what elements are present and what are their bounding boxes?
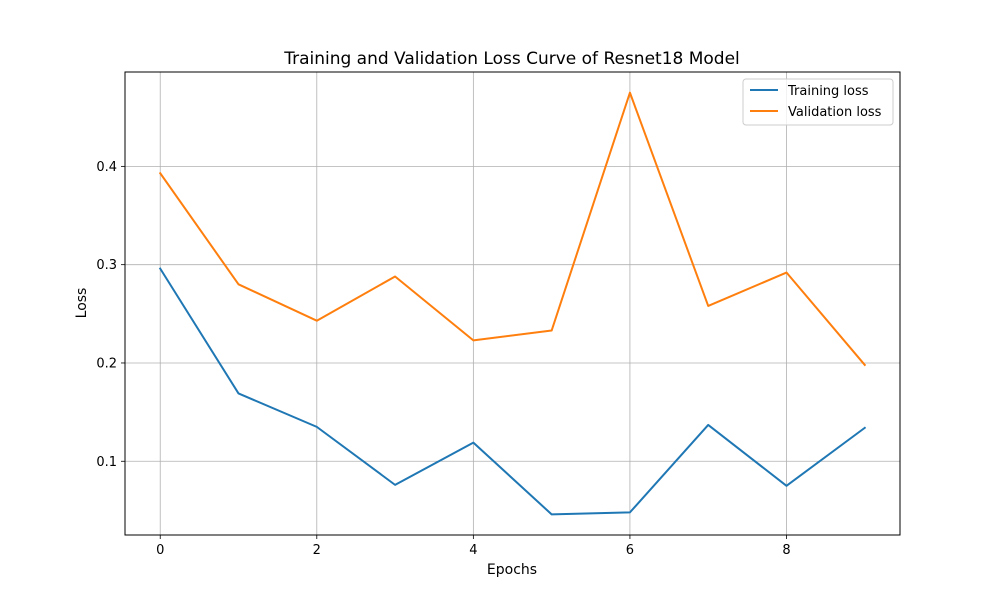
- y-tick-label: 0.4: [96, 160, 117, 175]
- series-line-validation-loss: [158, 91, 867, 367]
- x-tick-label: 8: [782, 543, 790, 558]
- series-lines: [158, 91, 867, 516]
- chart-title: Training and Validation Loss Curve of Re…: [283, 49, 740, 69]
- x-tick-label: 4: [469, 543, 477, 558]
- legend-label-training: Training loss: [787, 84, 869, 99]
- axis-ticks: 0 2 4 6 8 0.1 0.2 0.3 0.4: [96, 160, 790, 558]
- x-tick-label: 6: [626, 543, 634, 558]
- y-axis-label: Loss: [74, 288, 90, 319]
- x-tick-label: 0: [156, 543, 164, 558]
- grid-lines: [125, 72, 900, 535]
- x-tick-label: 2: [313, 543, 321, 558]
- legend-box: [742, 78, 894, 126]
- series-line-training-loss: [158, 267, 867, 516]
- y-tick-label: 0.2: [96, 356, 117, 371]
- legend-label-validation: Validation loss: [788, 105, 882, 120]
- y-tick-label: 0.3: [96, 258, 117, 273]
- y-tick-label: 0.1: [96, 455, 117, 470]
- plot-area-frame: [124, 71, 901, 536]
- x-axis-label: Epochs: [487, 562, 537, 578]
- legend: Training loss Validation loss: [742, 78, 894, 126]
